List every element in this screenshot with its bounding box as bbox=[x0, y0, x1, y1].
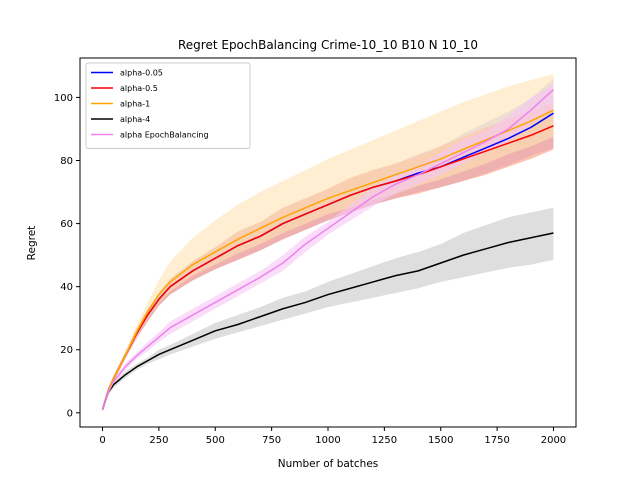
y-tick-label: 20 bbox=[60, 345, 73, 356]
y-tick-label: 60 bbox=[60, 219, 73, 230]
x-tick-label: 1750 bbox=[484, 435, 509, 446]
y-tick-label: 80 bbox=[60, 156, 73, 167]
line-alpha-1 bbox=[101, 109, 554, 410]
y-tick-label: 0 bbox=[67, 408, 73, 419]
y-tick-label: 100 bbox=[54, 93, 73, 104]
legend-label-alpha-epochbalancing: alpha EpochBalancing bbox=[120, 131, 209, 140]
x-tick-label: 500 bbox=[206, 435, 225, 446]
legend-label-alpha-0-05: alpha-0.05 bbox=[120, 69, 163, 78]
legend: alpha-0.05 alpha-0.5 alpha-1 alpha-4 alpha E… bbox=[85, 62, 251, 149]
x-axis-label: Number of batches bbox=[278, 458, 379, 470]
x-axis: 0 250 500 750 1000 1250 1500 1750 2000 bbox=[99, 427, 566, 446]
x-tick-label: 1500 bbox=[428, 435, 453, 446]
y-axis: 0 20 40 60 80 100 bbox=[54, 93, 80, 419]
x-tick-label: 1250 bbox=[372, 435, 397, 446]
y-tick-label: 40 bbox=[60, 282, 73, 293]
line-alpha-4 bbox=[101, 232, 554, 410]
series-lines bbox=[101, 88, 554, 410]
x-tick-label: 750 bbox=[262, 435, 281, 446]
y-axis-label: Regret bbox=[26, 226, 38, 261]
x-tick-label: 1000 bbox=[315, 435, 340, 446]
x-tick-label: 0 bbox=[99, 435, 105, 446]
line-alpha-epochbalancing bbox=[101, 88, 554, 410]
legend-box bbox=[85, 62, 251, 149]
chart-title: Regret EpochBalancing Crime-10_10 B10 N … bbox=[178, 38, 478, 52]
x-tick-label: 250 bbox=[149, 435, 168, 446]
legend-label-alpha-0-5: alpha-0.5 bbox=[120, 84, 158, 93]
x-tick-label: 2000 bbox=[541, 435, 566, 446]
band-alpha-4 bbox=[102, 207, 554, 412]
legend-label-alpha-1: alpha-1 bbox=[120, 100, 150, 109]
legend-label-alpha-4: alpha-4 bbox=[120, 115, 150, 124]
